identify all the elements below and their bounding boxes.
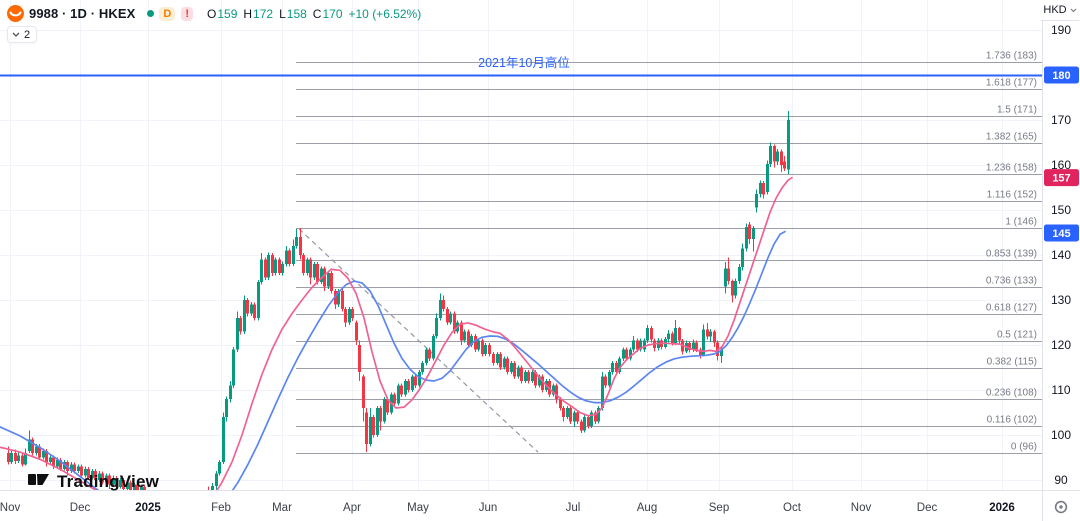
time-tick-label: 2026 (989, 502, 1015, 514)
svg-text:157: 157 (1052, 173, 1070, 185)
tradingview-logo-text: TradingView (57, 472, 160, 491)
fib-level-label: 1.736 (183) (986, 51, 1037, 62)
time-axis[interactable]: Nov Dec 2025 Feb Mar Apr May Jun Jul Aug Sep Oct Nov… (0, 502, 1015, 514)
fib-level-label: 1 (146) (1005, 217, 1037, 228)
fib-level-label: 0.853 (139) (986, 249, 1037, 260)
time-tick-label: Dec (70, 502, 91, 514)
price-tick-label: 160 (1051, 158, 1071, 172)
chevron-down-icon (1070, 4, 1077, 16)
price-tick-label: 140 (1051, 248, 1071, 262)
fib-level-label: 0.5 (121) (997, 330, 1037, 341)
fib-level-label: 1.5 (171) (997, 105, 1037, 116)
tradingview-logo-icon (28, 470, 50, 494)
close-value: 170 (322, 6, 343, 21)
time-tick-label: Dec (917, 502, 938, 514)
chevron-down-icon (12, 32, 20, 37)
price-badge-180[interactable]: 180 (1044, 66, 1079, 84)
legend-collapse-button[interactable]: 2 (7, 26, 38, 43)
currency-selector[interactable]: HKD (1041, 0, 1079, 21)
time-tick-label: Oct (783, 502, 802, 514)
price-tick-label: 130 (1051, 293, 1071, 307)
time-tick-label: Jun (479, 502, 498, 514)
fib-level-label: 0 (96) (1011, 442, 1037, 453)
time-tick-label: Aug (637, 502, 657, 514)
scroll-to-recent-button[interactable] (1051, 498, 1071, 518)
timeframe-badge[interactable]: D (159, 6, 176, 21)
price-axis[interactable]: 1901801701601501401301201101009018015714… (1044, 23, 1079, 487)
time-tick-label: May (407, 502, 429, 514)
high-label: H (243, 6, 253, 21)
fib-level-label: 1.618 (177) (986, 78, 1037, 89)
time-tick-label: Sep (709, 502, 729, 514)
time-tick-label: Mar (272, 502, 292, 514)
trend-line[interactable] (298, 228, 539, 453)
price-tick-label: 120 (1051, 338, 1071, 352)
ma-fast-line[interactable] (0, 176, 793, 521)
alert-badge[interactable]: ! (181, 6, 193, 21)
symbol-legend[interactable]: 9988 · 1D · HKEX D ! O 159 H 172 L 158 C 170… (7, 5, 421, 22)
fib-level-label: 1.382 (165) (986, 132, 1037, 143)
fib-level-label: 0.736 (133) (986, 276, 1037, 287)
price-tick-label: 190 (1051, 23, 1071, 37)
price-tick-label: 90 (1054, 473, 1068, 487)
alibaba-logo-icon (7, 5, 24, 22)
fib-level-label: 1.116 (152) (987, 190, 1037, 201)
time-tick-label: Feb (211, 502, 231, 514)
ohlc-readout: O 159 H 172 L 158 C 170 +10 (+6.52%) (207, 7, 421, 21)
horizontal-line-180[interactable]: 2021年10月高位 (0, 55, 1042, 77)
price-badge-157[interactable]: 157 (1044, 169, 1079, 187)
fib-level-label: 0.236 (108) (986, 388, 1037, 399)
fib-level-label: 0.382 (115) (987, 357, 1037, 368)
low-label: L (279, 6, 286, 21)
grid-lines (0, 0, 1042, 490)
low-value: 158 (286, 6, 307, 21)
ma-slow-line[interactable] (0, 230, 786, 521)
time-tick-label: Nov (0, 502, 20, 514)
fib-level-label: 1.236 (158) (986, 163, 1037, 174)
time-tick-label: 2025 (135, 502, 161, 514)
open-value: 159 (217, 6, 238, 21)
price-tick-label: 150 (1051, 203, 1071, 217)
price-tick-label: 100 (1051, 428, 1071, 442)
price-badge-145[interactable]: 145 (1044, 224, 1079, 242)
market-status-icon (147, 10, 155, 17)
price-tick-label: 110 (1051, 383, 1070, 397)
tradingview-watermark[interactable]: TradingView (28, 470, 159, 494)
change-value: +10 (+6.52%) (348, 6, 422, 21)
indicator-count: 2 (24, 28, 31, 41)
fib-level-label: 0.116 (102) (987, 415, 1037, 426)
close-label: C (312, 6, 322, 21)
svg-text:180: 180 (1052, 70, 1070, 82)
time-tick-label: Apr (343, 502, 361, 514)
currency-label: HKD (1043, 4, 1067, 16)
candlestick-series[interactable] (7, 111, 790, 516)
fib-level-label: 0.618 (127) (986, 303, 1037, 314)
fib-retracement[interactable]: 1.736 (183) 1.618 (177) 1.5 (171) 1.382 (16… (296, 51, 1042, 454)
high-value: 172 (253, 6, 274, 21)
open-label: O (207, 6, 217, 21)
price-tick-label: 170 (1051, 113, 1071, 127)
svg-text:145: 145 (1052, 228, 1070, 240)
time-tick-label: Nov (851, 502, 872, 514)
symbol-title[interactable]: 9988 · 1D · HKEX (29, 6, 136, 21)
target-icon (1053, 500, 1069, 518)
time-tick-label: Jul (566, 502, 581, 514)
hline-annotation-label[interactable]: 2021年10月高位 (478, 55, 570, 70)
